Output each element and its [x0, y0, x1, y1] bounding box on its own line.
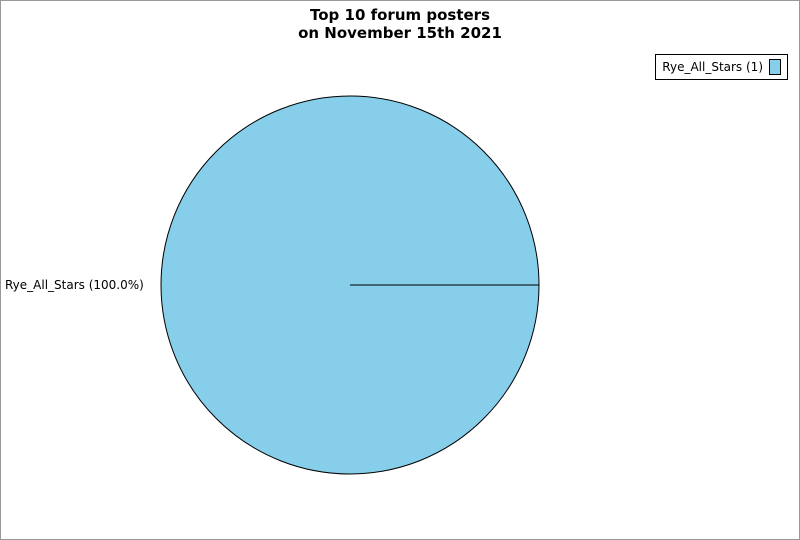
slice-label: Rye_All_Stars (100.0%): [5, 278, 144, 292]
chart-title-line1: Top 10 forum posters: [310, 6, 490, 24]
legend-swatch-rect: [769, 59, 781, 75]
chart-title-line2: on November 15th 2021: [298, 24, 502, 42]
chart-title: Top 10 forum posters on November 15th 20…: [1, 6, 799, 42]
legend-entry-label: Rye_All_Stars (1): [662, 59, 763, 74]
legend-box: Rye_All_Stars (1): [655, 54, 788, 80]
legend-swatch-icon: [769, 59, 781, 75]
